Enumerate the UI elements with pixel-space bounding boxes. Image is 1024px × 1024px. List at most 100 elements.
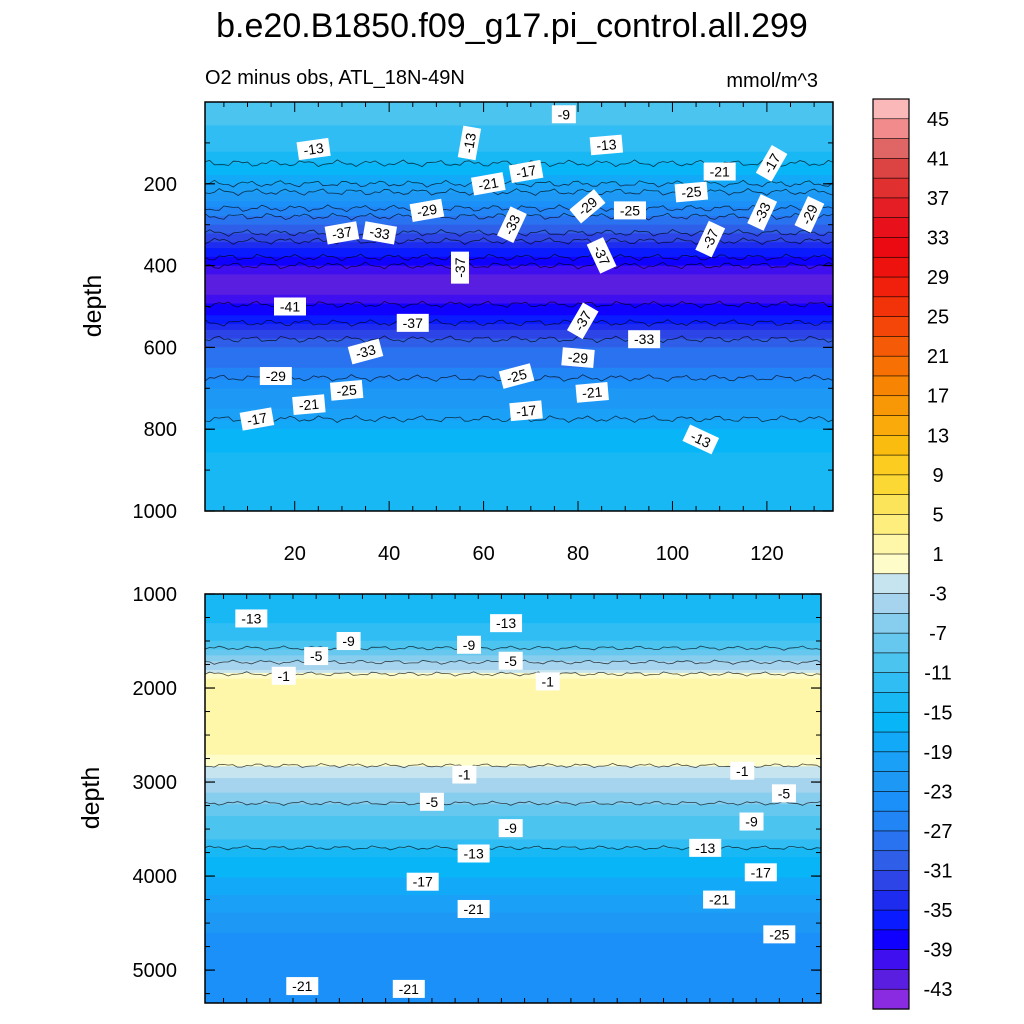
contour-band (205, 687, 821, 692)
contour-band (205, 599, 821, 604)
contour-label-text: -25 (505, 366, 529, 387)
contour-band (205, 640, 821, 645)
contour-band (205, 740, 821, 744)
contour-label-box (406, 872, 439, 891)
contour-label-box (296, 137, 331, 161)
contour-band (205, 443, 833, 448)
contour-line (205, 179, 833, 188)
contour-label-text: -21 (710, 164, 730, 180)
contour-band (205, 502, 833, 506)
contour-band (205, 452, 833, 457)
contour-band (205, 848, 821, 852)
contour-label-text: -41 (280, 299, 300, 315)
contour-band (205, 795, 821, 800)
colorbar-box (872, 454, 910, 476)
contour-band (205, 318, 833, 322)
contour-band (205, 271, 833, 275)
chart-title: b.e20.B1850.f09_g17.pi_control.all.299 (216, 7, 808, 45)
contour-band (205, 420, 833, 424)
contour-label-text: -1 (278, 668, 291, 684)
contour-label: -5 (771, 784, 796, 803)
contour-label-text: -25 (336, 381, 358, 399)
contour-band (205, 690, 821, 694)
colorbar-box (872, 375, 910, 397)
contour-band (205, 865, 821, 870)
colorbar-box (872, 692, 910, 713)
contour-label-box (586, 237, 617, 274)
contour-label-text: -13 (596, 136, 618, 154)
contour-band (205, 399, 833, 404)
lower-y-axis-label: depth (77, 767, 105, 830)
contour-band (205, 699, 821, 703)
contour-label-text: -33 (368, 223, 391, 242)
contour-band (205, 719, 821, 724)
contour-band (205, 449, 833, 454)
contour-label: -13 (457, 844, 490, 863)
contour-band (205, 798, 821, 803)
contour-band (205, 772, 821, 776)
contour-band (205, 385, 833, 389)
contour-band (205, 871, 821, 876)
contour-band (205, 265, 833, 270)
contour-band (205, 391, 833, 395)
colorbar-box (872, 890, 910, 911)
contour-label-box (286, 977, 319, 996)
colorbar-box (872, 830, 910, 852)
contour-label: -9 (457, 635, 481, 654)
contour-band (205, 889, 821, 893)
contour-band (205, 499, 833, 503)
contour-band (205, 886, 821, 890)
contour-band (205, 341, 833, 346)
contour-band (205, 201, 833, 205)
contour-band (205, 230, 833, 235)
contour-band (205, 207, 833, 211)
contour-band (205, 303, 833, 308)
contour-band (205, 731, 821, 735)
contour-band (205, 432, 833, 436)
contour-band (205, 186, 833, 191)
contour-band (205, 938, 821, 943)
chart-subtitle-left: O2 minus obs, ATL_18N-49N (205, 67, 465, 89)
contour-band (205, 742, 821, 747)
contour-label: -25 (329, 379, 364, 401)
contour-label: -21 (292, 394, 326, 416)
contour-label: -9 (551, 105, 576, 124)
colorbar-tick-label: -31 (924, 861, 953, 883)
contour-band (205, 125, 833, 129)
contour-band (205, 306, 833, 311)
contour-band (205, 233, 833, 237)
plot-frame (204, 593, 822, 1004)
contour-band (205, 242, 833, 246)
contour-band (205, 950, 821, 954)
contour-label-box (329, 379, 364, 401)
contour-band (205, 473, 833, 477)
contour-band (205, 464, 833, 468)
contour-label-box (695, 220, 726, 258)
contour-label: -17 (406, 872, 439, 891)
contour-label-box (703, 890, 736, 909)
colorbar-box (872, 118, 910, 140)
upper-y-axis-label: depth (79, 275, 107, 338)
contour-label-box (362, 221, 398, 245)
contour-band (205, 935, 821, 940)
contour-band (205, 681, 821, 686)
colorbar-box (872, 197, 910, 219)
contour-label-box (551, 105, 576, 124)
contour-band (205, 102, 833, 106)
contour-label-box (498, 651, 523, 670)
contour-label: -37 (450, 251, 469, 284)
colorbar-box (872, 296, 910, 318)
colorbar-tick-label: 17 (927, 386, 949, 408)
contour-label-text: -17 (751, 864, 771, 880)
contour-label-box (470, 172, 506, 196)
contour-band (205, 487, 833, 492)
contour-band (205, 859, 821, 864)
contour-band (205, 312, 833, 316)
contour-band (205, 769, 821, 773)
contour-band (205, 250, 833, 255)
contour-label: -21 (703, 162, 736, 181)
contour-band (205, 183, 833, 188)
contour-band (205, 941, 821, 946)
contour-band (205, 611, 821, 616)
contour-label-box (457, 844, 490, 863)
